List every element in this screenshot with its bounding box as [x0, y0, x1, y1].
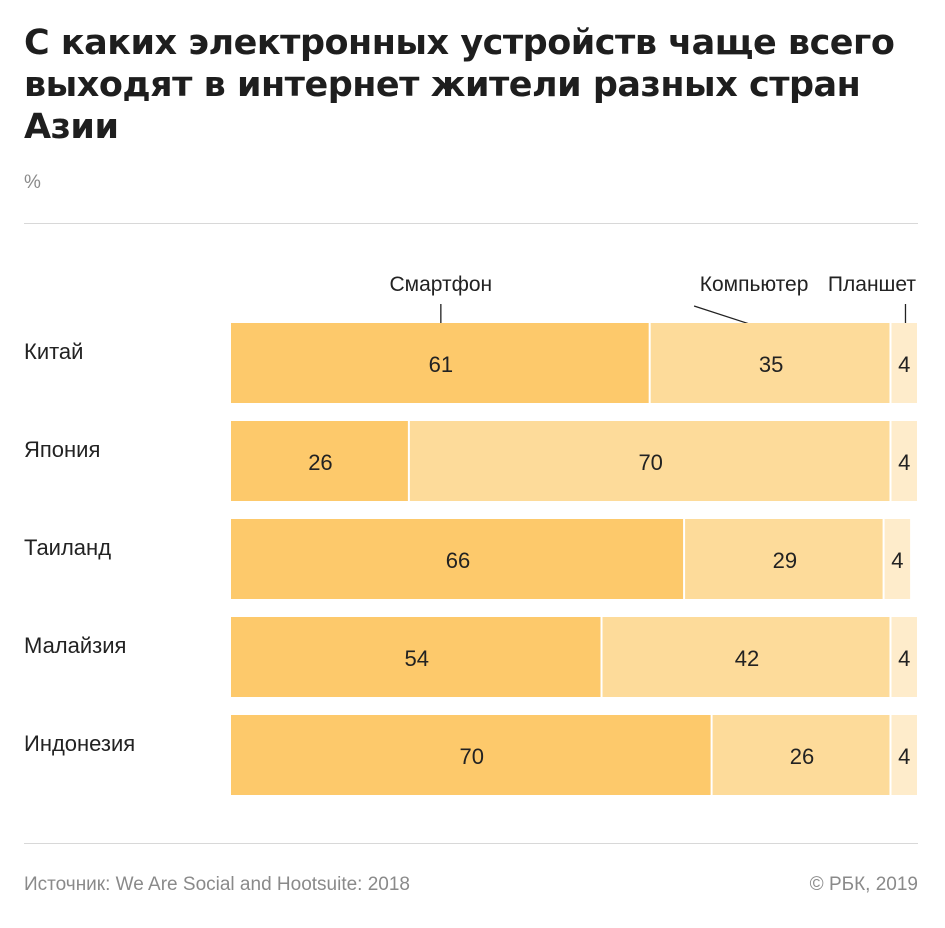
data-label: 70 [460, 744, 484, 769]
top-divider [24, 223, 918, 224]
bar-segment [891, 421, 917, 501]
data-label: 66 [446, 548, 470, 573]
bottom-divider [24, 843, 918, 844]
bar-segment [231, 715, 711, 795]
category-label: Китай [24, 339, 83, 364]
bar-segment [602, 617, 890, 697]
category-label: Индонезия [24, 731, 135, 756]
bar-segment [891, 715, 917, 795]
stacked-bar-chart: Смартфон Компьютер Планшет Китай 61 35 4 Япония… [24, 273, 917, 795]
unit-label: % [24, 172, 41, 193]
data-label: 70 [638, 450, 662, 475]
chart-title: С каких электронных устройств чаще всего… [24, 23, 895, 147]
bar-segment [409, 421, 890, 501]
copyright-note: © РБК, 2019 [809, 874, 918, 895]
bar-segment [884, 519, 911, 599]
legend-label-2: Компьютер [700, 273, 809, 296]
data-label: 26 [790, 744, 814, 769]
category-label: Таиланд [24, 535, 111, 560]
data-label: 61 [429, 352, 453, 377]
data-label: 4 [898, 646, 910, 671]
legend-label-3: Планшет [828, 273, 916, 296]
data-label: 42 [735, 646, 759, 671]
data-label: 35 [759, 352, 783, 377]
data-label: 29 [773, 548, 797, 573]
legend-label-1: Смартфон [389, 273, 492, 296]
data-label: 4 [898, 352, 910, 377]
bar-segment [712, 715, 890, 795]
data-label: 4 [898, 744, 910, 769]
data-label: 26 [308, 450, 332, 475]
data-label: 4 [891, 548, 903, 573]
bar-segment [891, 323, 917, 403]
category-label: Малайзия [24, 633, 126, 658]
bar-segment [231, 421, 408, 501]
category-label: Япония [24, 437, 100, 462]
data-label: 4 [898, 450, 910, 475]
bar-segment [231, 323, 649, 403]
bar-segment [231, 617, 601, 697]
bar-segment [891, 617, 917, 697]
data-label: 54 [405, 646, 429, 671]
bar-segment [231, 519, 684, 599]
bar-segment [685, 519, 883, 599]
bar-segment [650, 323, 890, 403]
source-note: Источник: We Are Social and Hootsuite: 2… [24, 874, 411, 895]
